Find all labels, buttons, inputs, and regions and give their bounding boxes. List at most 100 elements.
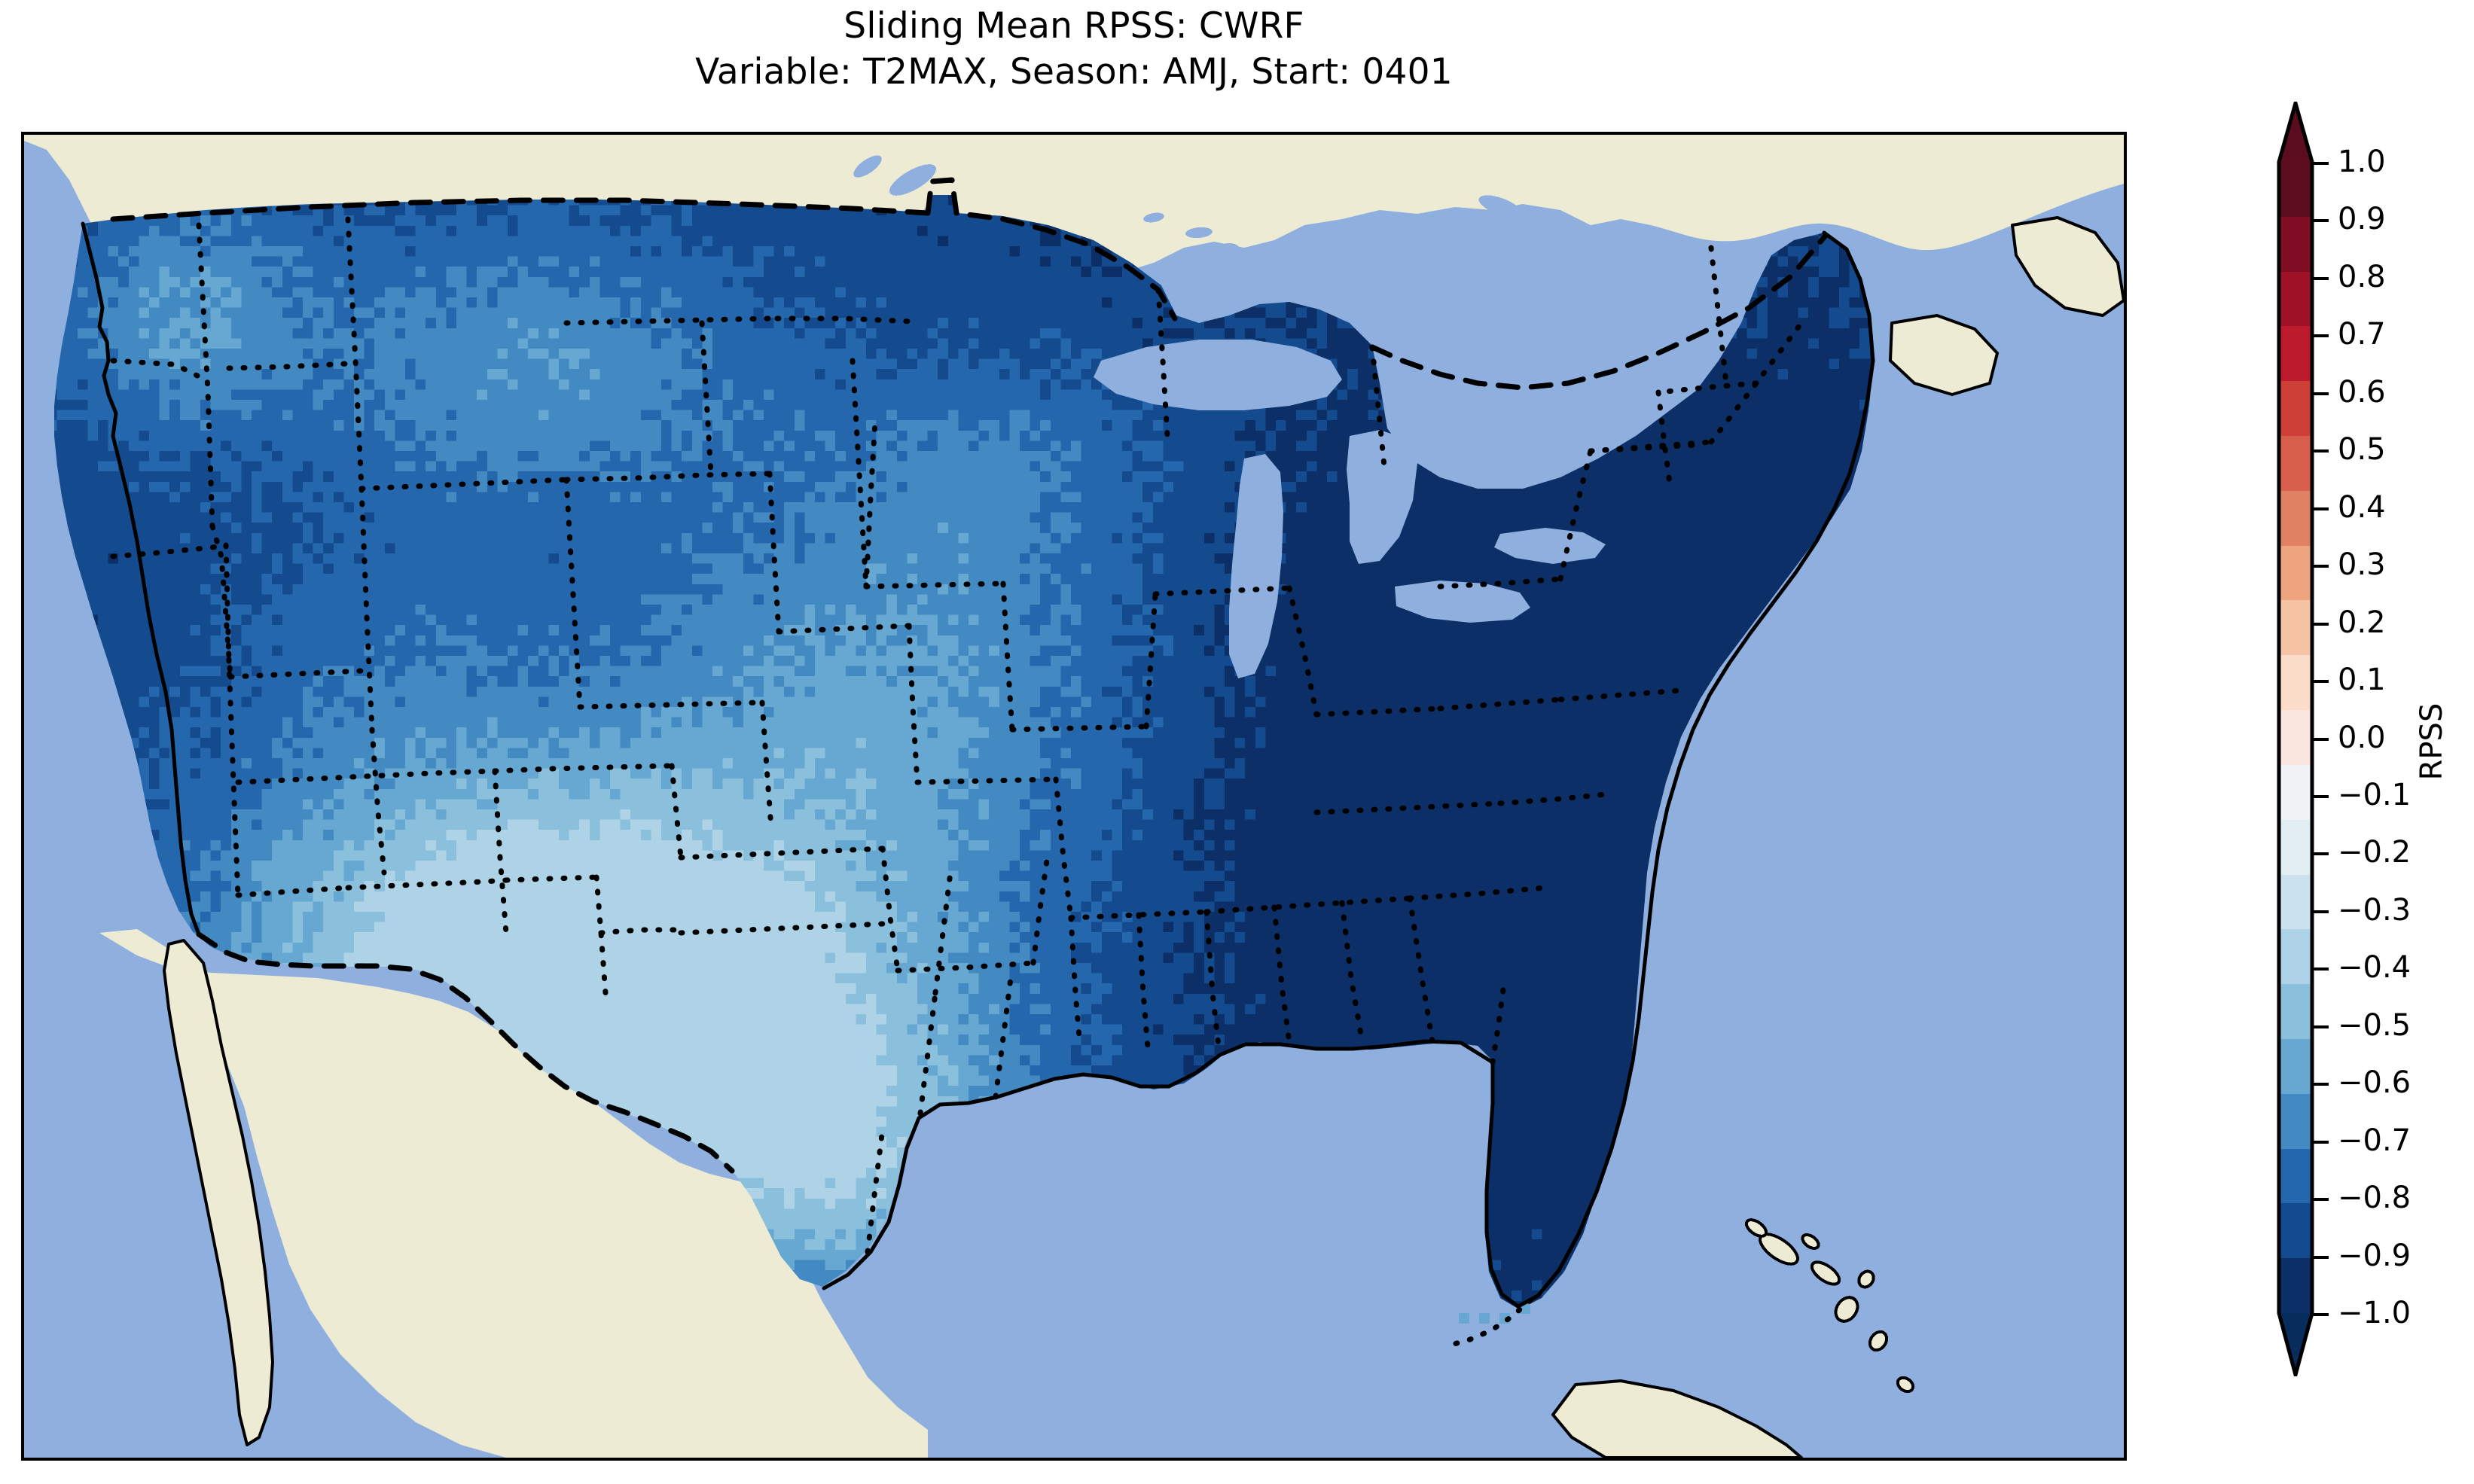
state-border [196, 222, 215, 529]
state-border [917, 990, 938, 1117]
state-border [345, 216, 365, 492]
colorbar-band [2279, 819, 2312, 876]
map-canvas [24, 135, 2124, 1458]
coastline [81, 221, 201, 937]
state-border [226, 361, 351, 371]
state-border [1655, 380, 1759, 395]
canadian-lake [1522, 224, 1551, 242]
colorbar-band [2279, 1093, 2312, 1150]
colorbar-label-text: RPSS [2415, 685, 2449, 798]
state-border [863, 418, 878, 590]
colorbar-band [2279, 1148, 2312, 1205]
state-border [678, 921, 886, 936]
map-svg [24, 135, 2124, 1458]
great-lake [1494, 528, 1606, 564]
state-border [1437, 576, 1563, 590]
colorbar-tick-label: 0.5 [2338, 434, 2386, 465]
great-lake [1229, 454, 1283, 678]
colorbar-tick-mark [2312, 219, 2329, 223]
colorbar-band [2279, 1038, 2312, 1095]
colorbar-tick-mark [2312, 1255, 2329, 1259]
colorbar[interactable]: 1.0 0.9 0.8 0.7 0.6 0.5 0.4 0.3 0.2 0.1 0.0 −0.1 −0.… [2277, 102, 2411, 1376]
canadian-lake [1615, 316, 1641, 330]
colorbar-band [2279, 381, 2312, 437]
colorbar-extend-top [2279, 103, 2312, 162]
colorbar-tick-label: −0.4 [2338, 952, 2411, 983]
state-border [1053, 776, 1074, 921]
colorbar-tick-mark [2312, 392, 2329, 395]
international-border [110, 197, 931, 222]
colorbar-tick-mark [2312, 910, 2329, 913]
state-border [767, 471, 782, 635]
title-line-2: Variable: T2MAX, Season: AMJ, Start: 040… [0, 49, 2148, 95]
borders-layer [81, 177, 1875, 1348]
bahamas-islet [1834, 1296, 1859, 1323]
colorbar-tick-label: −0.9 [2338, 1241, 2411, 1271]
colorbar-band [2279, 545, 2312, 602]
state-border [678, 846, 886, 861]
state-border [1155, 287, 1170, 439]
colorbar-tick-mark [2312, 565, 2329, 568]
colorbar-tick-label: 1.0 [2338, 147, 2386, 177]
state-border [563, 315, 773, 326]
colorbar-band [2279, 764, 2312, 821]
state-border [669, 763, 684, 861]
colorbar-tick-label: 0.1 [2338, 665, 2386, 695]
mexico-landmass [99, 929, 928, 1458]
colorbar-axis-label: RPSS [2407, 0, 2452, 1484]
colorbar-tick-mark [2312, 1313, 2329, 1316]
colorbar-tick-mark [2312, 276, 2329, 280]
colorbar-band [2279, 436, 2312, 492]
state-border [1313, 705, 1443, 718]
state-border [880, 846, 901, 974]
colorbar-band [2279, 162, 2312, 218]
canadian-lake [1185, 227, 1213, 239]
bahamas-islet [1868, 1330, 1889, 1352]
state-border [1203, 909, 1222, 1049]
colorbar-tick-label: 0.4 [2338, 492, 2386, 523]
state-border [577, 699, 765, 710]
colorbar-tick-mark [2312, 680, 2329, 684]
colorbar-tick-mark [2312, 449, 2329, 453]
colorbar-tick-mark [2312, 1140, 2329, 1144]
colorbar-tick-label: −0.7 [2338, 1126, 2411, 1156]
colorbar-tick-label: 0.3 [2338, 550, 2386, 580]
state-border [358, 486, 375, 733]
colorbar-tick-label: −0.2 [2338, 837, 2411, 867]
canadian-lake [1143, 212, 1164, 223]
colorbar-tick-label: −0.6 [2338, 1068, 2411, 1098]
state-border [598, 927, 684, 936]
colorbar-tick-mark [2312, 1083, 2329, 1086]
state-border [914, 776, 1059, 785]
figure-title: Sliding Mean RPSS: CWRF Variable: T2MAX,… [0, 3, 2148, 95]
map-axes[interactable] [21, 132, 2127, 1461]
state-border [906, 623, 920, 785]
bahamas-islet [1801, 1233, 1820, 1250]
colorbar-tick-mark [2312, 794, 2329, 798]
bahamas-islet [1857, 1269, 1875, 1289]
state-border [1588, 442, 1699, 454]
state-border [209, 523, 233, 680]
colorbar-tick-mark [2312, 334, 2329, 338]
rpss-grid-cell [1459, 1313, 1469, 1324]
state-border [1339, 900, 1365, 1041]
bahamas-islet [1810, 1260, 1841, 1286]
coastline [822, 1039, 1495, 1291]
state-border [1203, 895, 1413, 915]
bahamas-islet [1896, 1376, 1915, 1394]
colorbar-extend-bottom [2279, 1313, 2312, 1372]
cuba-landmass [1551, 1379, 1803, 1458]
colorbar-tick-mark [2312, 1025, 2329, 1028]
state-border [863, 580, 1006, 590]
colorbar-tick-mark [2312, 1198, 2329, 1202]
state-border [1313, 800, 1503, 815]
great-lake [1094, 340, 1342, 410]
state-border [563, 471, 773, 483]
state-border [223, 542, 241, 898]
state-border [865, 1126, 886, 1255]
colorbar-band [2279, 874, 2312, 931]
newfoundland [2011, 216, 2124, 317]
colorbar-band [2279, 271, 2312, 328]
state-border [932, 870, 953, 996]
state-border [993, 975, 1014, 1100]
